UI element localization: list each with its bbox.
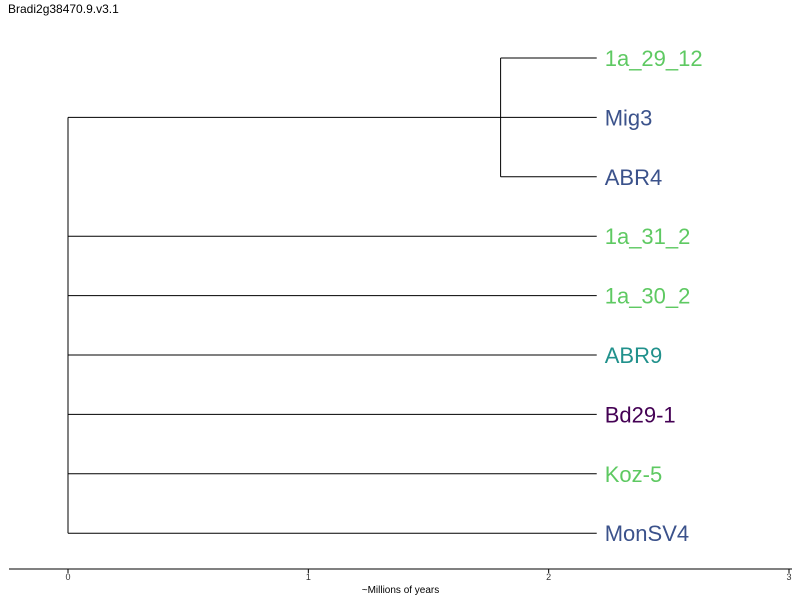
x-tick-label: 2 [546,572,551,582]
tip-label: 1a_31_2 [605,224,691,249]
x-tick-label: 3 [786,572,791,582]
tree-title: Bradi2g38470.9.v3.1 [8,2,119,16]
tip-label: MonSV4 [605,521,689,546]
tip-label: ABR4 [605,165,662,190]
tip-label: Koz-5 [605,462,662,487]
x-tick-label: 0 [65,572,70,582]
tip-label: ABR9 [605,343,662,368]
tip-label: Mig3 [605,105,653,130]
tip-label: 1a_30_2 [605,284,691,309]
tip-label: Bd29-1 [605,402,676,427]
x-tick-label: 1 [306,572,311,582]
tip-label: 1a_29_12 [605,46,703,71]
x-axis-title: ~Millions of years [362,585,440,596]
